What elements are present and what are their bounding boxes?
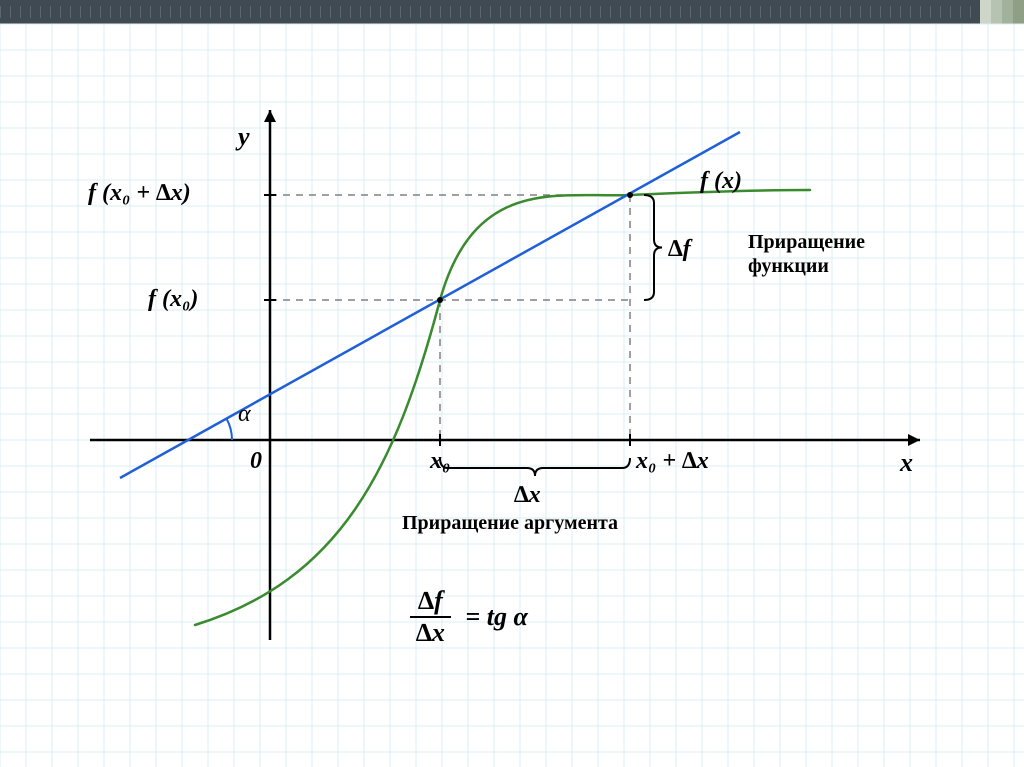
formula-denominator: ∆x <box>410 618 451 648</box>
increment-function-label: Приращение функции <box>748 230 865 278</box>
alpha-label: α <box>238 401 251 428</box>
y-axis-label: y <box>238 122 250 152</box>
x0-tick-label: x₀ <box>430 448 450 475</box>
x-axis-label: x <box>900 448 913 478</box>
origin-label: 0 <box>250 448 262 475</box>
fx-label: f (x) <box>700 168 742 195</box>
formula-rhs: = tg α <box>465 602 527 631</box>
formula: ∆f ∆x = tg α <box>410 586 528 648</box>
fx0-label: f (x₀) <box>148 286 198 313</box>
diagram-svg <box>0 0 1024 767</box>
delta-x-label: ∆x <box>514 482 541 509</box>
formula-numerator: ∆f <box>410 586 451 618</box>
fx0dx-label: f (x₀ + ∆x) <box>88 180 191 207</box>
delta-f-label: ∆f <box>668 236 691 263</box>
increment-argument-label: Приращение аргумента <box>402 512 618 535</box>
x0dx-tick-label: x₀ + ∆x <box>636 448 709 475</box>
